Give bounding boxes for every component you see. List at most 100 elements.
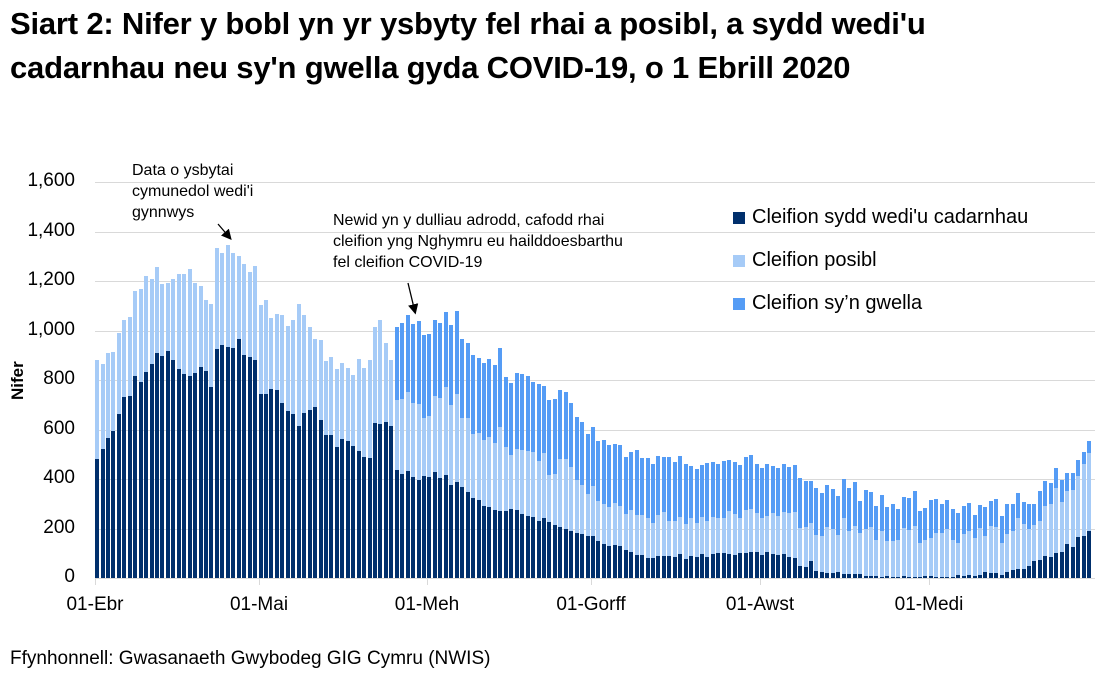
bar-segment — [650, 523, 655, 558]
bar-segment — [318, 420, 323, 578]
bar-segment — [678, 455, 683, 518]
bar-segment — [541, 518, 546, 578]
bar-segment — [819, 492, 824, 536]
bar-segment — [471, 498, 476, 578]
bar-segment — [242, 355, 247, 578]
bar-segment — [531, 382, 535, 452]
bar-segment — [825, 527, 830, 573]
bar-segment — [819, 535, 824, 572]
bar-segment — [656, 556, 661, 578]
bar-segment — [738, 553, 743, 578]
bar-segment — [1048, 504, 1053, 557]
bar-segment — [411, 477, 416, 578]
gridline — [95, 182, 1095, 183]
bar-segment — [1037, 521, 1042, 560]
bar-segment — [160, 356, 165, 578]
bar-segment — [918, 510, 922, 544]
bar-segment — [416, 404, 421, 480]
bar-segment — [629, 552, 634, 578]
bar-segment — [743, 553, 748, 578]
bar-segment — [792, 511, 797, 558]
bar-segment — [149, 363, 154, 578]
bar-segment — [465, 492, 470, 578]
bar-segment — [809, 481, 813, 524]
bar-segment — [754, 463, 759, 513]
bar-segment — [509, 455, 514, 509]
bar-segment — [345, 440, 350, 578]
bar-segment — [498, 347, 503, 427]
bar-segment — [830, 488, 835, 529]
bar-segment — [427, 415, 432, 477]
bar-segment — [841, 478, 846, 519]
bar-segment — [770, 466, 775, 513]
bar-segment — [525, 451, 530, 517]
bar-segment — [116, 333, 121, 414]
bar-segment — [264, 394, 268, 578]
bar-segment — [487, 359, 492, 437]
y-tick-label: 1,600 — [27, 170, 75, 191]
bar-segment — [683, 464, 688, 524]
bar-segment — [460, 338, 465, 419]
bar-segment — [514, 373, 519, 450]
bar-segment — [601, 544, 606, 578]
bar-segment — [296, 304, 301, 426]
bar-segment — [258, 305, 263, 395]
bar-segment — [165, 283, 170, 352]
bar-segment — [732, 461, 737, 514]
bar-segment — [700, 517, 704, 554]
bar-segment — [214, 248, 219, 350]
bar-segment — [1086, 531, 1091, 578]
bar-segment — [454, 394, 459, 482]
bar-segment — [1086, 441, 1091, 453]
bar-segment — [700, 554, 704, 578]
bar-segment — [852, 526, 857, 574]
bar-segment — [1059, 502, 1064, 552]
bar-segment — [422, 335, 426, 419]
bar-segment — [133, 376, 138, 578]
bar-segment — [138, 382, 143, 578]
bar-segment — [1043, 481, 1048, 506]
source-note: Ffynhonnell: Gwasanaeth Gwybodeg GIG Cym… — [10, 648, 491, 669]
bar-segment — [498, 510, 503, 578]
bar-segment — [868, 576, 873, 578]
bar-segment — [650, 558, 655, 578]
bar-segment — [264, 300, 268, 395]
bar-segment — [367, 458, 372, 578]
bar-segment — [269, 388, 274, 578]
y-tick-label: 600 — [43, 417, 75, 439]
bar-segment — [868, 492, 873, 527]
bar-segment — [967, 575, 971, 578]
bar-segment — [481, 362, 486, 440]
bar-segment — [214, 349, 219, 578]
legend-swatch-confirmed — [733, 211, 745, 224]
bar-segment — [983, 507, 988, 536]
bar-segment — [531, 452, 535, 518]
bar-segment — [176, 274, 181, 370]
bar-segment — [994, 527, 999, 573]
y-tick-label: 200 — [43, 516, 75, 538]
bar-segment — [236, 256, 241, 339]
bar-segment — [787, 467, 792, 513]
bar-segment — [678, 517, 683, 554]
x-tick-label: 01-Awst — [725, 594, 795, 615]
x-tick-label: 01-Mai — [229, 594, 289, 615]
bar-segment — [356, 451, 361, 578]
bar-segment — [1065, 472, 1070, 491]
bar-segment — [1048, 557, 1053, 578]
bar-segment — [847, 574, 852, 578]
bar-segment — [792, 465, 797, 512]
bar-segment — [302, 412, 307, 578]
bar-segment — [939, 504, 944, 533]
bar-segment — [879, 531, 884, 577]
bar-segment — [977, 528, 982, 575]
bar-segment — [443, 475, 448, 578]
bar-segment — [465, 418, 470, 493]
bar-segment — [999, 575, 1004, 578]
bar-segment — [950, 508, 955, 540]
bar-segment — [656, 455, 661, 515]
bar-segment — [928, 537, 933, 576]
bar-segment — [536, 460, 541, 521]
bar-segment — [171, 279, 176, 360]
bar-segment — [411, 403, 416, 477]
bar-segment — [400, 474, 405, 579]
